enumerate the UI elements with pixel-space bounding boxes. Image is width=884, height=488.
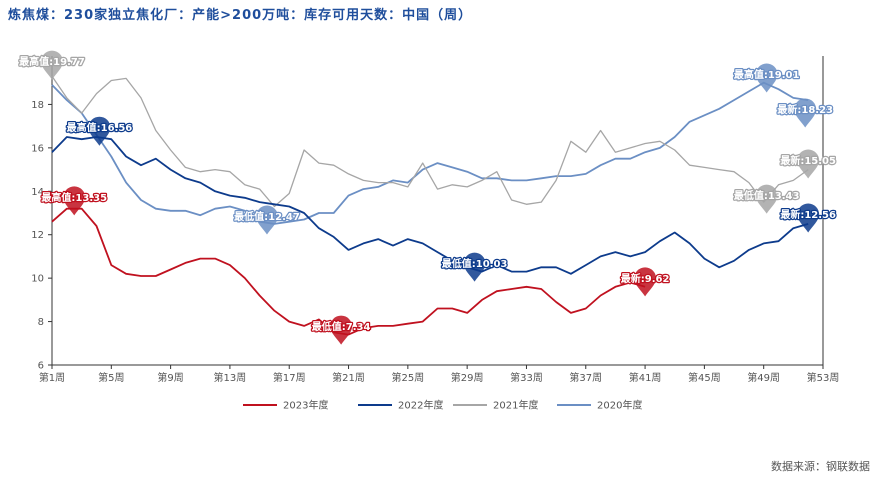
callout-label: 最高值:19.77 <box>19 55 85 68</box>
callout-label: 最低值:7.34 <box>312 320 371 333</box>
x-tick-label: 第9周 <box>157 371 183 384</box>
y-tick-label: 16 <box>31 143 44 154</box>
y-tick-label: 12 <box>31 230 44 241</box>
series-line-y2022 <box>51 136 809 275</box>
legend-label: 2021年度 <box>493 399 538 412</box>
callout-label: 最新:9.62 <box>621 272 670 285</box>
x-tick-label: 第37周 <box>569 371 602 384</box>
y-tick-label: 20 <box>31 57 44 68</box>
legend-label: 2023年度 <box>283 399 328 412</box>
x-tick-label: 第17周 <box>273 371 306 384</box>
legend-label: 2020年度 <box>597 399 642 412</box>
callout-label: 最低值:13.43 <box>734 189 800 202</box>
callout-pin <box>634 267 657 297</box>
callout-pin <box>63 186 86 216</box>
source-note: 数据来源：钢联数据 <box>771 460 870 473</box>
callout-pin <box>755 184 778 214</box>
x-tick-label: 第53周 <box>807 371 840 384</box>
callout-pin <box>797 149 820 179</box>
callout-label: 最高值:13.35 <box>41 191 107 204</box>
y-tick-label: 6 <box>38 361 44 372</box>
callout-pin <box>755 63 778 93</box>
callout-pin <box>88 116 111 146</box>
x-tick-label: 第41周 <box>629 371 662 384</box>
series-line-y2021 <box>51 75 809 208</box>
x-tick-label: 第5周 <box>98 371 124 384</box>
y-tick-label: 14 <box>31 187 44 198</box>
x-tick-label: 第49周 <box>747 371 780 384</box>
series-line-y2023 <box>51 207 646 336</box>
callout-pin <box>797 203 820 233</box>
callout-label: 最高值:19.01 <box>734 68 800 81</box>
series-line-y2020 <box>51 81 809 225</box>
x-tick-label: 第33周 <box>510 371 543 384</box>
x-tick-label: 第45周 <box>688 371 721 384</box>
callout-label: 最新:12.56 <box>780 208 836 221</box>
callout-pin <box>794 98 817 128</box>
x-tick-label: 第21周 <box>332 371 365 384</box>
callout-label: 最低值:12.47 <box>234 210 300 223</box>
callout-pin <box>41 50 63 80</box>
callout-label: 最低值:10.03 <box>442 257 508 270</box>
x-tick-label: 第25周 <box>391 371 424 384</box>
y-tick-label: 8 <box>38 317 44 328</box>
callout-label: 最新:18.23 <box>777 103 833 116</box>
legend-label: 2022年度 <box>398 399 443 412</box>
x-tick-label: 第29周 <box>451 371 484 384</box>
callout-label: 最新:15.05 <box>780 154 836 167</box>
callout-pin <box>463 252 486 282</box>
y-tick-label: 10 <box>31 274 44 285</box>
callout-pin <box>330 315 353 345</box>
chart-title: 炼焦煤：230家独立焦化厂：产能>200万吨：库存可用天数：中国（周） <box>8 8 473 23</box>
callout-label: 最高值:16.56 <box>67 121 133 134</box>
callout-pin <box>255 205 278 235</box>
y-tick-label: 18 <box>31 100 44 111</box>
x-tick-label: 第1周 <box>39 371 65 384</box>
x-tick-label: 第13周 <box>214 371 247 384</box>
